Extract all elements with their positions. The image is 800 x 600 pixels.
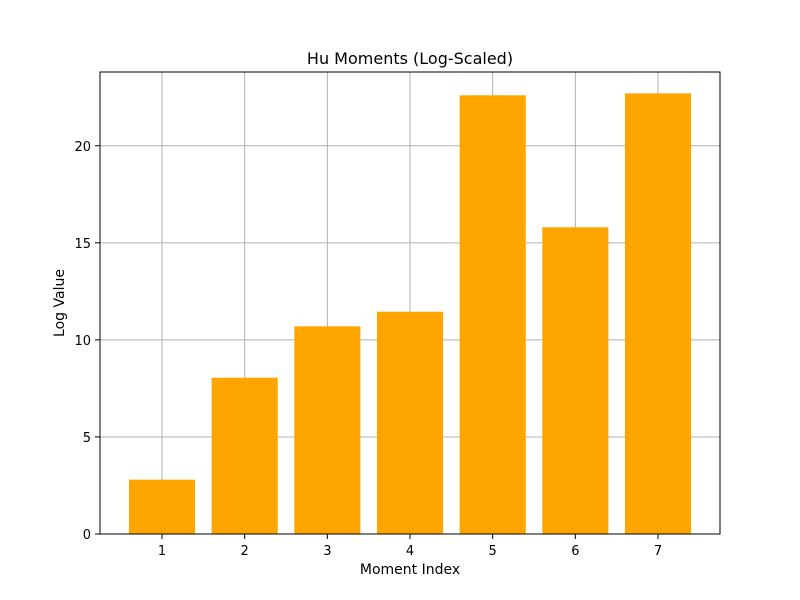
bar-moment-1: [128, 479, 196, 534]
bar-moment-4: [376, 311, 444, 534]
x-tick-label: 3: [323, 544, 331, 559]
y-tick-label: 10: [74, 334, 91, 349]
x-tick-label: 5: [489, 544, 497, 559]
ticks-layer: 1 2 3 4 5 6 7 0 5 10 15 20: [74, 140, 662, 559]
x-tick-label: 1: [158, 544, 166, 559]
y-axis-label: Log Value: [52, 269, 68, 337]
x-axis-label: Moment Index: [360, 562, 460, 578]
y-tick-label: 0: [83, 528, 91, 543]
y-tick-label: 20: [74, 140, 91, 155]
bar-moment-3: [294, 326, 361, 534]
bar-moment-5: [459, 95, 526, 534]
bar-moment-7: [624, 93, 692, 535]
y-tick-label: 5: [83, 431, 91, 446]
x-tick-label: 2: [241, 544, 249, 559]
bar-moment-6: [542, 227, 609, 534]
bar-moment-2: [211, 377, 278, 534]
x-tick-label: 7: [654, 544, 662, 559]
y-tick-label: 15: [74, 237, 91, 252]
x-tick-label: 6: [571, 544, 579, 559]
chart-title: Hu Moments (Log-Scaled): [307, 49, 513, 68]
bars-layer: [128, 93, 692, 535]
x-tick-label: 4: [406, 544, 414, 559]
